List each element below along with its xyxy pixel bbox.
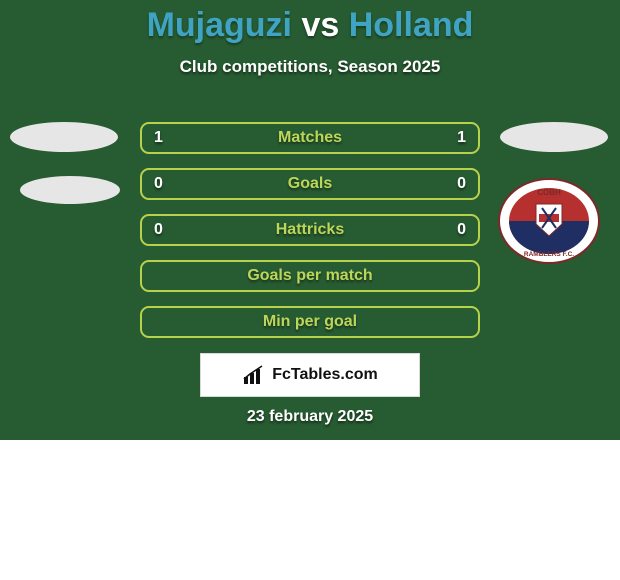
brand-box: FcTables.com (200, 353, 420, 397)
stat-row: Min per goal (140, 306, 480, 338)
bar-chart-icon (242, 365, 266, 385)
page-title: Mujaguzi vs Holland (0, 0, 620, 45)
placeholder-ellipse-right-1 (500, 122, 608, 152)
crest-label-bottom: RAMBLERS F.C. (524, 251, 574, 258)
stat-label: Goals per match (247, 267, 372, 285)
stat-label: Min per goal (263, 313, 357, 331)
stat-rows-container: 1 Matches 1 0 Goals 0 0 Hattricks 0 Goals per mat… (140, 122, 480, 352)
crest-label-top: COBH (537, 188, 561, 197)
brand-text: FcTables.com (272, 366, 378, 384)
stat-value-left: 0 (154, 221, 163, 239)
stat-row: 1 Matches 1 (140, 122, 480, 154)
stat-value-right: 0 (457, 221, 466, 239)
stat-row: 0 Hattricks 0 (140, 214, 480, 246)
club-crest-right: COBH RAMBLERS F.C. (498, 178, 600, 264)
comparison-card: Mujaguzi vs Holland Club competitions, S… (0, 0, 620, 440)
crest-svg: COBH RAMBLERS F.C. (498, 178, 600, 264)
placeholder-ellipse-left-2 (20, 176, 120, 204)
stat-row: Goals per match (140, 260, 480, 292)
stat-value-right: 0 (457, 175, 466, 193)
player-b-name: Holland (349, 6, 474, 44)
stat-label: Goals (288, 175, 332, 193)
stat-label: Matches (278, 129, 342, 147)
stat-value-left: 1 (154, 129, 163, 147)
stat-value-right: 1 (457, 129, 466, 147)
placeholder-ellipse-left-1 (10, 122, 118, 152)
date-stamp: 23 february 2025 (0, 408, 620, 426)
stat-value-left: 0 (154, 175, 163, 193)
stat-label: Hattricks (276, 221, 344, 239)
vs-separator: vs (292, 6, 349, 44)
stat-row: 0 Goals 0 (140, 168, 480, 200)
subtitle: Club competitions, Season 2025 (0, 57, 620, 77)
player-a-name: Mujaguzi (147, 6, 292, 44)
